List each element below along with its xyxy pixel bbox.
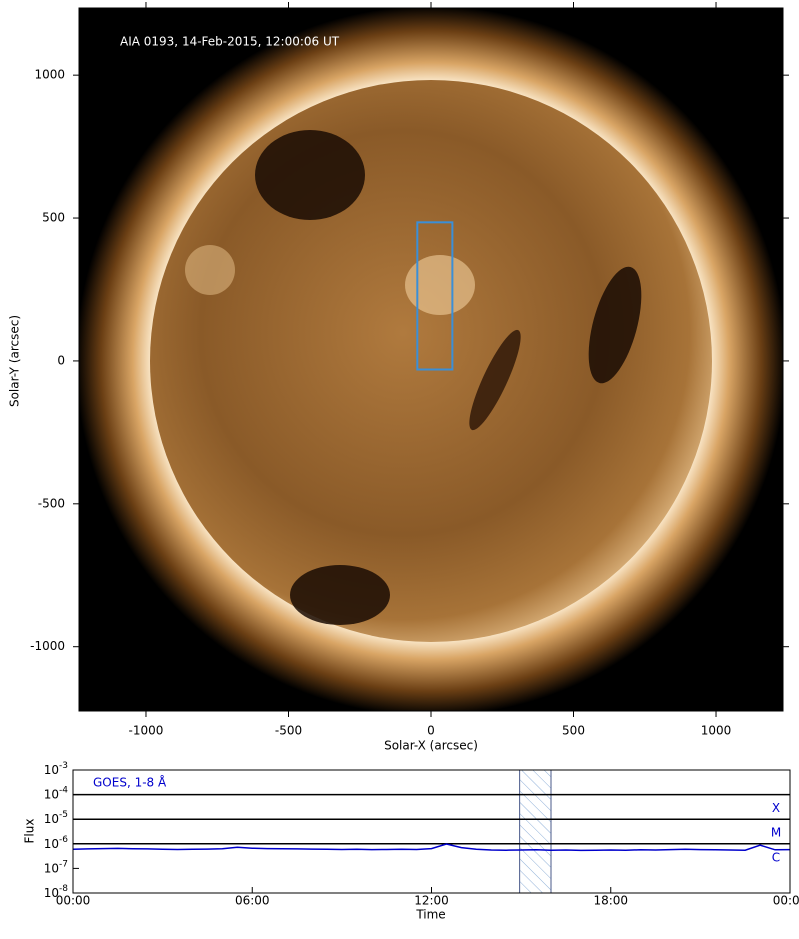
y-tick-label: 10-4 bbox=[44, 785, 69, 801]
y-tick-label: 500 bbox=[42, 211, 65, 225]
x-tick-label: 1000 bbox=[701, 724, 732, 738]
y-tick-label: 1000 bbox=[34, 68, 65, 82]
x-tick-label: 0 bbox=[427, 724, 435, 738]
x-tick-label: 500 bbox=[562, 724, 585, 738]
x-tick-label: 12:00 bbox=[414, 894, 449, 908]
region-box bbox=[416, 221, 454, 371]
active-region bbox=[405, 255, 475, 315]
coronal-hole bbox=[255, 130, 365, 220]
y-tick-label: 10-8 bbox=[44, 884, 69, 900]
plot-frame bbox=[72, 769, 791, 894]
y-tick-label: 10-7 bbox=[44, 859, 68, 875]
y-axis-label: Flux bbox=[23, 819, 37, 844]
x-tick-label: 00:00 bbox=[56, 894, 91, 908]
y-axis-label: Solar-Y (arcsec) bbox=[8, 315, 22, 407]
x-tick-label: -1000 bbox=[129, 724, 164, 738]
flare-level-label: M bbox=[771, 826, 781, 840]
plot-frame bbox=[72, 769, 791, 894]
x-tick-label: 06:00 bbox=[235, 894, 270, 908]
x-tick-label: 18:00 bbox=[593, 894, 628, 908]
flux-line bbox=[72, 843, 791, 852]
coronal-hole bbox=[588, 266, 642, 384]
coronal-hole bbox=[469, 329, 521, 431]
flare-level-label: X bbox=[772, 801, 780, 815]
coronal-hole bbox=[290, 565, 390, 625]
y-tick-label: 10-5 bbox=[44, 810, 68, 826]
y-tick-label: 10-6 bbox=[44, 834, 69, 850]
highlight-band bbox=[519, 769, 552, 894]
x-tick-label: -500 bbox=[275, 724, 302, 738]
y-tick-label: 10-3 bbox=[44, 761, 68, 777]
y-tick-label: 0 bbox=[57, 353, 65, 367]
sun bbox=[79, 8, 783, 711]
image-annotation: AIA 0193, 14-Feb-2015, 12:00:06 UT bbox=[120, 35, 340, 49]
x-tick-label: 00:00 bbox=[773, 894, 799, 908]
active-region bbox=[185, 245, 235, 295]
solar-image-panel: AIA 0193, 14-Feb-2015, 12:00:06 UT Solar… bbox=[8, 2, 789, 753]
y-tick-label: -1000 bbox=[30, 639, 65, 653]
legend-label: GOES, 1-8 Å bbox=[93, 775, 167, 790]
flare-level-label: C bbox=[772, 850, 780, 864]
x-axis-label: Time bbox=[415, 908, 445, 922]
goes-panel: Time Flux XMC00:0006:0012:0018:0000:0010… bbox=[23, 761, 799, 922]
x-axis-label: Solar-X (arcsec) bbox=[384, 739, 478, 753]
y-tick-label: -500 bbox=[38, 496, 65, 510]
solar-disk bbox=[150, 80, 712, 642]
